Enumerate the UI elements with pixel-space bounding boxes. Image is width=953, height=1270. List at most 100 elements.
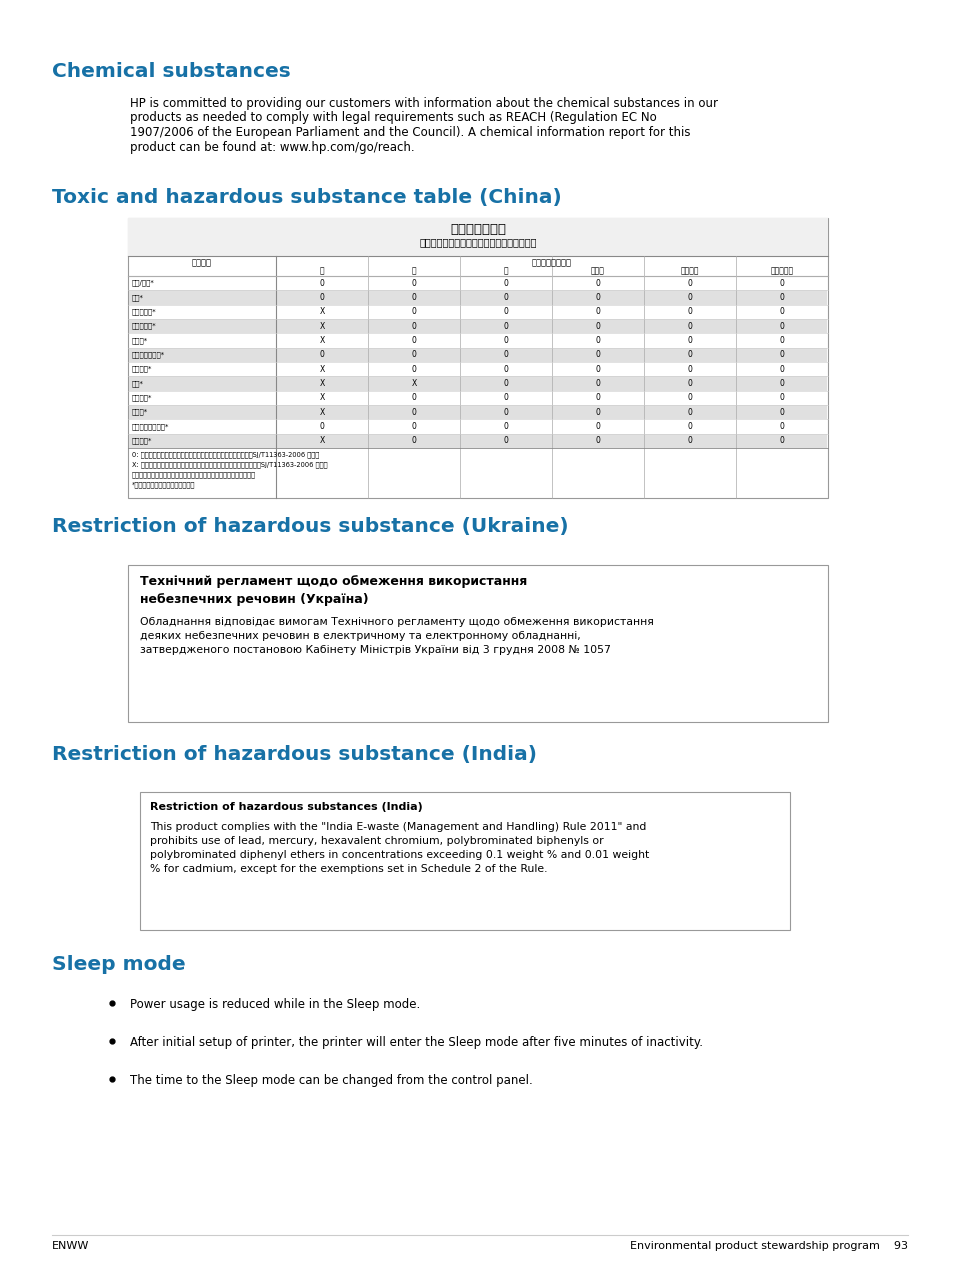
Text: 0: 0 xyxy=(503,394,508,403)
Text: 0: 0 xyxy=(779,422,783,431)
Text: products as needed to comply with legal requirements such as REACH (Regulation E: products as needed to comply with legal … xyxy=(130,112,656,124)
Text: 0: 0 xyxy=(779,321,783,330)
Text: After initial setup of printer, the printer will enter the Sleep mode after five: After initial setup of printer, the prin… xyxy=(130,1036,702,1049)
Text: 0: 0 xyxy=(687,307,692,316)
Text: 0: 0 xyxy=(503,378,508,389)
Text: 0: 0 xyxy=(411,437,416,446)
Text: 0: 0 xyxy=(595,321,599,330)
Text: 0: 指此部件的所有均一材质中包含的该类有毒有害物质，含量低于SJ/T11363-2006 的限制: 0: 指此部件的所有均一材质中包含的该类有毒有害物质，含量低于SJ/T11363… xyxy=(132,451,319,457)
Text: 0: 0 xyxy=(595,422,599,431)
Text: Обладнання відповідає вимогам Технічного регламенту щодо обмеження використання
: Обладнання відповідає вимогам Технічного… xyxy=(140,617,653,655)
Text: 0: 0 xyxy=(779,337,783,345)
FancyBboxPatch shape xyxy=(128,218,827,257)
Text: 驱动文字*: 驱动文字* xyxy=(132,366,152,372)
FancyBboxPatch shape xyxy=(140,792,789,930)
Text: X: X xyxy=(319,408,324,417)
Text: 0: 0 xyxy=(411,394,416,403)
Text: 多溴联苯: 多溴联苯 xyxy=(680,265,699,276)
Text: 0: 0 xyxy=(595,437,599,446)
Text: X: 指此部件使用的均一材质中至少有一种该类有毒有害物质，含量高于SJ/T11363-2006 的限制: X: 指此部件使用的均一材质中至少有一种该类有毒有害物质，含量高于SJ/T113… xyxy=(132,461,327,467)
Text: 0: 0 xyxy=(595,394,599,403)
Text: 自动双面打印系统*: 自动双面打印系统* xyxy=(132,423,170,429)
Text: 0: 0 xyxy=(503,293,508,302)
Text: 0: 0 xyxy=(687,394,692,403)
Text: 印刷电路板*: 印刷电路板* xyxy=(132,309,156,315)
Text: 0: 0 xyxy=(503,278,508,288)
Text: 外壳/底壳*: 外壳/底壳* xyxy=(132,279,154,287)
Text: 0: 0 xyxy=(411,422,416,431)
Text: HP is committed to providing our customers with information about the chemical s: HP is committed to providing our custome… xyxy=(130,97,718,110)
Text: 0: 0 xyxy=(411,351,416,359)
Text: 石墨*: 石墨* xyxy=(132,380,144,387)
Text: 0: 0 xyxy=(687,422,692,431)
Text: 0: 0 xyxy=(595,408,599,417)
Text: 0: 0 xyxy=(595,351,599,359)
Text: 0: 0 xyxy=(411,408,416,417)
Text: 0: 0 xyxy=(687,408,692,417)
Text: 汞: 汞 xyxy=(412,265,416,276)
Text: 0: 0 xyxy=(687,351,692,359)
Text: Restriction of hazardous substance (Ukraine): Restriction of hazardous substance (Ukra… xyxy=(52,517,568,536)
Text: 0: 0 xyxy=(503,364,508,373)
Text: X: X xyxy=(319,307,324,316)
Text: 注：环保使用期限的参考标识取决于产品正常工作的温度和湿度等条件: 注：环保使用期限的参考标识取决于产品正常工作的温度和湿度等条件 xyxy=(132,471,255,478)
FancyBboxPatch shape xyxy=(129,433,826,448)
Text: 0: 0 xyxy=(411,293,416,302)
Text: 打印机墨盒*: 打印机墨盒* xyxy=(132,323,156,329)
Text: 0: 0 xyxy=(411,337,416,345)
Text: 太阳能板*: 太阳能板* xyxy=(132,438,152,444)
Text: 0: 0 xyxy=(319,422,324,431)
Text: 0: 0 xyxy=(319,278,324,288)
FancyBboxPatch shape xyxy=(129,376,826,391)
Text: The time to the Sleep mode can be changed from the control panel.: The time to the Sleep mode can be change… xyxy=(130,1074,532,1087)
Text: 0: 0 xyxy=(503,307,508,316)
Text: Restriction of hazardous substance (India): Restriction of hazardous substance (Indi… xyxy=(52,745,537,765)
FancyBboxPatch shape xyxy=(128,565,827,723)
Text: 0: 0 xyxy=(411,321,416,330)
FancyBboxPatch shape xyxy=(129,348,826,362)
Text: 0: 0 xyxy=(779,394,783,403)
Text: X: X xyxy=(319,394,324,403)
Text: Технічний регламент щодо обмеження використання
небезпечних речовин (Україна): Технічний регламент щодо обмеження викор… xyxy=(140,575,527,606)
Text: X: X xyxy=(411,378,416,389)
Text: 零件描述: 零件描述 xyxy=(192,258,212,267)
Text: 镉: 镉 xyxy=(503,265,508,276)
Text: 0: 0 xyxy=(687,278,692,288)
Text: X: X xyxy=(319,364,324,373)
Text: 0: 0 xyxy=(779,307,783,316)
Text: 0: 0 xyxy=(503,351,508,359)
FancyBboxPatch shape xyxy=(129,291,826,305)
Text: 0: 0 xyxy=(779,278,783,288)
Text: 0: 0 xyxy=(411,278,416,288)
FancyBboxPatch shape xyxy=(129,405,826,419)
FancyBboxPatch shape xyxy=(128,218,827,498)
Text: 0: 0 xyxy=(687,321,692,330)
Text: 0: 0 xyxy=(779,437,783,446)
Text: 0: 0 xyxy=(779,293,783,302)
Text: 0: 0 xyxy=(411,307,416,316)
Text: 0: 0 xyxy=(503,408,508,417)
Text: 0: 0 xyxy=(595,307,599,316)
Text: 显示器*: 显示器* xyxy=(132,338,148,344)
Text: 0: 0 xyxy=(503,321,508,330)
Text: Environmental product stewardship program    93: Environmental product stewardship progra… xyxy=(629,1241,907,1251)
Text: 0: 0 xyxy=(319,351,324,359)
Text: Restriction of hazardous substances (India): Restriction of hazardous substances (Ind… xyxy=(150,801,422,812)
Text: 有毒有害物质元素: 有毒有害物质元素 xyxy=(532,258,572,267)
Text: 0: 0 xyxy=(503,337,508,345)
Text: 0: 0 xyxy=(319,293,324,302)
Text: This product complies with the "India E-waste (Management and Handling) Rule 201: This product complies with the "India E-… xyxy=(150,822,649,874)
Text: 网络部件*: 网络部件* xyxy=(132,395,152,401)
Text: 0: 0 xyxy=(687,293,692,302)
Text: 1907/2006 of the European Parliament and the Council). A chemical information re: 1907/2006 of the European Parliament and… xyxy=(130,126,690,138)
Text: Power usage is reduced while in the Sleep mode.: Power usage is reduced while in the Slee… xyxy=(130,998,420,1011)
Text: 0: 0 xyxy=(595,293,599,302)
Text: Toxic and hazardous substance table (China): Toxic and hazardous substance table (Chi… xyxy=(52,188,561,207)
FancyBboxPatch shape xyxy=(129,319,826,333)
Text: 墨盒打印机墨盒*: 墨盒打印机墨盒* xyxy=(132,352,165,358)
Text: 铅: 铅 xyxy=(319,265,324,276)
Text: 六价铬: 六价铬 xyxy=(591,265,604,276)
Text: 0: 0 xyxy=(687,337,692,345)
Text: 0: 0 xyxy=(779,364,783,373)
Text: 电线*: 电线* xyxy=(132,295,144,301)
